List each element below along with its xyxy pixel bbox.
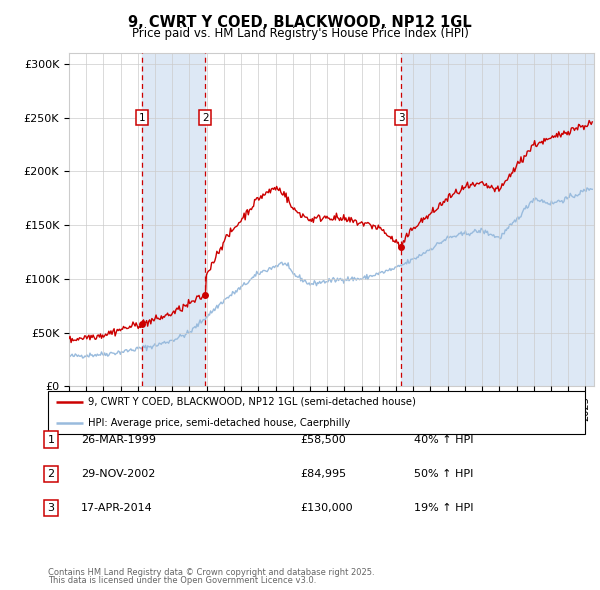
- Text: £58,500: £58,500: [300, 435, 346, 444]
- Text: 26-MAR-1999: 26-MAR-1999: [81, 435, 156, 444]
- Bar: [142, 53, 205, 386]
- Text: Contains HM Land Registry data © Crown copyright and database right 2025.: Contains HM Land Registry data © Crown c…: [48, 568, 374, 577]
- Text: 50% ↑ HPI: 50% ↑ HPI: [414, 469, 473, 478]
- Text: 9, CWRT Y COED, BLACKWOOD, NP12 1GL (semi-detached house): 9, CWRT Y COED, BLACKWOOD, NP12 1GL (sem…: [88, 397, 416, 407]
- Text: Price paid vs. HM Land Registry's House Price Index (HPI): Price paid vs. HM Land Registry's House …: [131, 27, 469, 40]
- Text: 3: 3: [398, 113, 404, 123]
- Text: 17-APR-2014: 17-APR-2014: [81, 503, 153, 513]
- Bar: [401, 53, 594, 386]
- Text: £84,995: £84,995: [300, 469, 346, 478]
- Text: This data is licensed under the Open Government Licence v3.0.: This data is licensed under the Open Gov…: [48, 576, 316, 585]
- Text: 2: 2: [47, 469, 55, 478]
- Text: £130,000: £130,000: [300, 503, 353, 513]
- FancyBboxPatch shape: [48, 391, 585, 434]
- Text: 1: 1: [139, 113, 145, 123]
- Text: 29-NOV-2002: 29-NOV-2002: [81, 469, 155, 478]
- Text: 1: 1: [47, 435, 55, 444]
- Text: 40% ↑ HPI: 40% ↑ HPI: [414, 435, 473, 444]
- Text: HPI: Average price, semi-detached house, Caerphilly: HPI: Average price, semi-detached house,…: [88, 418, 350, 428]
- Text: 9, CWRT Y COED, BLACKWOOD, NP12 1GL: 9, CWRT Y COED, BLACKWOOD, NP12 1GL: [128, 15, 472, 30]
- Text: 19% ↑ HPI: 19% ↑ HPI: [414, 503, 473, 513]
- Text: 2: 2: [202, 113, 208, 123]
- Text: 3: 3: [47, 503, 55, 513]
